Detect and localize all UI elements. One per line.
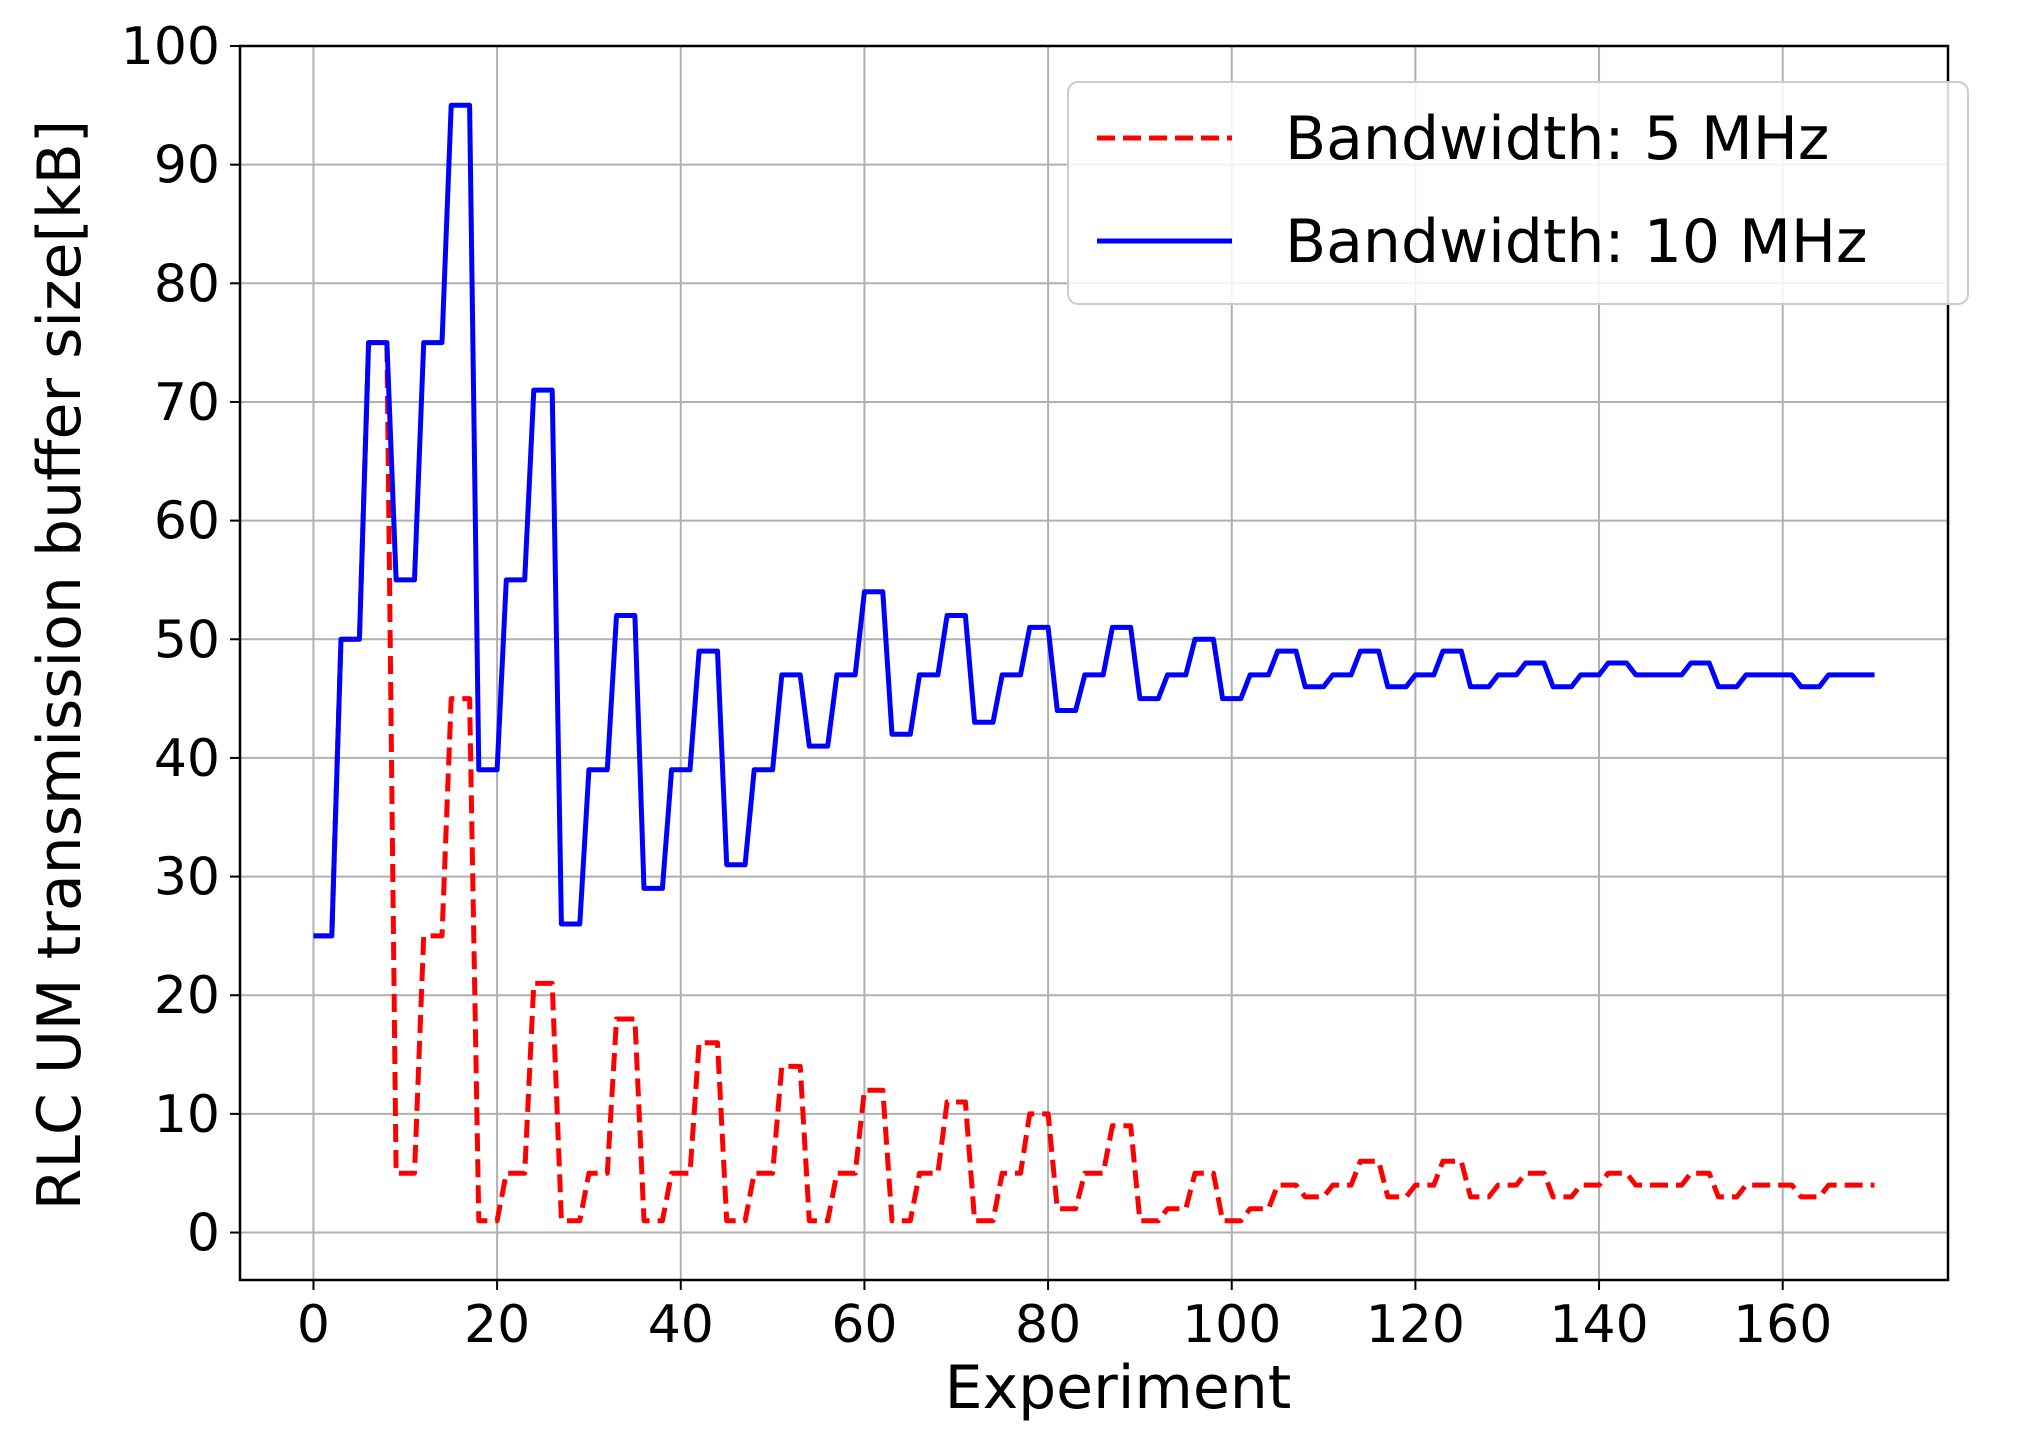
y-axis-label: RLC UM transmission buffer size[kB] <box>25 120 95 1210</box>
y-tick-label: 0 <box>187 1204 220 1264</box>
x-tick-label: 160 <box>1733 1295 1832 1355</box>
y-tick-label: 70 <box>154 373 220 433</box>
y-tick-label: 80 <box>154 254 220 314</box>
y-tick-label: 50 <box>154 610 220 670</box>
y-tick-label: 90 <box>154 136 220 196</box>
x-tick-label: 0 <box>297 1295 330 1355</box>
x-tick-label: 100 <box>1182 1295 1281 1355</box>
y-tick-label: 40 <box>154 729 220 789</box>
x-tick-label: 20 <box>464 1295 530 1355</box>
x-tick-label: 60 <box>831 1295 897 1355</box>
legend: Bandwidth: 5 MHz Bandwidth: 10 MHz <box>1067 81 1969 305</box>
series-layer <box>313 102 1875 1224</box>
y-tick-label: 10 <box>154 1085 220 1145</box>
y-tick-label: 60 <box>154 492 220 552</box>
plot-frame <box>238 44 1950 1282</box>
x-tick-label: 120 <box>1366 1295 1465 1355</box>
series-line-1 <box>313 102 1875 939</box>
legend-box <box>1067 81 1969 305</box>
y-tick-label: 20 <box>154 966 220 1026</box>
legend-label-10mhz: Bandwidth: 10 MHz <box>1285 207 1868 277</box>
series-line-0 <box>313 340 1875 1224</box>
x-axis-label: Experiment <box>945 1353 1292 1423</box>
x-tick-label: 40 <box>648 1295 714 1355</box>
x-tick-label: 80 <box>1015 1295 1081 1355</box>
ticks: 0 20 40 60 80 100 120 140 160 0 10 20 30 40 50 60 70 80 90… <box>121 17 1833 1355</box>
legend-label-5mhz: Bandwidth: 5 MHz <box>1285 104 1829 174</box>
x-tick-label: 140 <box>1549 1295 1648 1355</box>
y-tick-label: 100 <box>121 17 220 77</box>
y-tick-label: 30 <box>154 848 220 908</box>
